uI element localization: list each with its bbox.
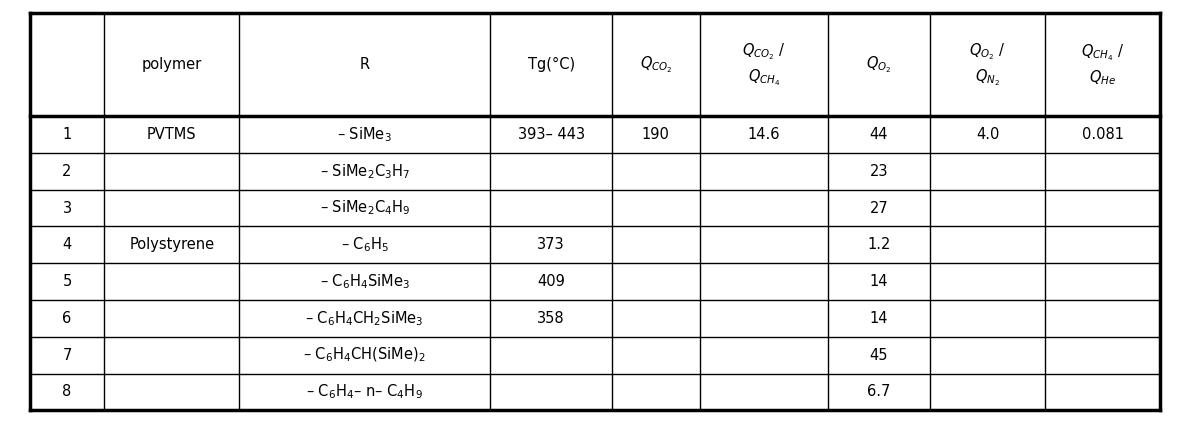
Text: 373: 373 [538,237,565,252]
Text: 45: 45 [870,348,888,363]
Text: $Q_{CO_2}$: $Q_{CO_2}$ [639,54,672,75]
Text: R: R [359,57,370,72]
Text: 393– 443: 393– 443 [518,127,584,142]
Text: 5: 5 [62,274,71,289]
Text: PVTMS: PVTMS [146,127,196,142]
Text: 8: 8 [62,385,71,399]
Text: 27: 27 [870,201,888,216]
Text: $Q_{CO_2}$ /
$Q_{CH_4}$: $Q_{CO_2}$ / $Q_{CH_4}$ [743,41,785,88]
Text: – C$_6$H$_4$SiMe$_3$: – C$_6$H$_4$SiMe$_3$ [320,272,409,291]
Text: – C$_6$H$_4$– n– C$_4$H$_9$: – C$_6$H$_4$– n– C$_4$H$_9$ [306,382,424,401]
Text: 14.6: 14.6 [747,127,779,142]
Text: 4.0: 4.0 [976,127,1000,142]
Text: $Q_{O_2}$: $Q_{O_2}$ [866,54,891,75]
Text: 14: 14 [870,311,888,326]
Text: 4: 4 [62,237,71,252]
Text: – SiMe$_2$C$_3$H$_7$: – SiMe$_2$C$_3$H$_7$ [320,162,409,181]
Text: $Q_{CH_4}$ /
$Q_{He}$: $Q_{CH_4}$ / $Q_{He}$ [1081,42,1125,87]
Text: 23: 23 [870,164,888,179]
Text: – SiMe$_2$C$_4$H$_9$: – SiMe$_2$C$_4$H$_9$ [320,199,409,217]
Text: 358: 358 [538,311,565,326]
Text: – C$_6$H$_4$CH$_2$SiMe$_3$: – C$_6$H$_4$CH$_2$SiMe$_3$ [306,309,424,328]
Text: 1: 1 [62,127,71,142]
Text: – C$_6$H$_4$CH(SiMe)$_2$: – C$_6$H$_4$CH(SiMe)$_2$ [303,346,426,364]
Text: – C$_6$H$_5$: – C$_6$H$_5$ [340,236,389,254]
Text: 190: 190 [641,127,670,142]
Text: Polystyrene: Polystyrene [130,237,214,252]
Text: 14: 14 [870,274,888,289]
Text: 1.2: 1.2 [868,237,890,252]
Text: – SiMe$_3$: – SiMe$_3$ [337,125,392,144]
Text: 3: 3 [63,201,71,216]
Text: 0.081: 0.081 [1082,127,1123,142]
Text: 6: 6 [62,311,71,326]
Text: 6.7: 6.7 [868,385,890,399]
Text: 409: 409 [537,274,565,289]
Text: 2: 2 [62,164,71,179]
Text: 44: 44 [870,127,888,142]
Text: polymer: polymer [142,57,202,72]
Text: Tg(°C): Tg(°C) [527,57,575,72]
Text: 7: 7 [62,348,71,363]
Text: $Q_{O_2}$ /
$Q_{N_2}$: $Q_{O_2}$ / $Q_{N_2}$ [970,41,1006,88]
